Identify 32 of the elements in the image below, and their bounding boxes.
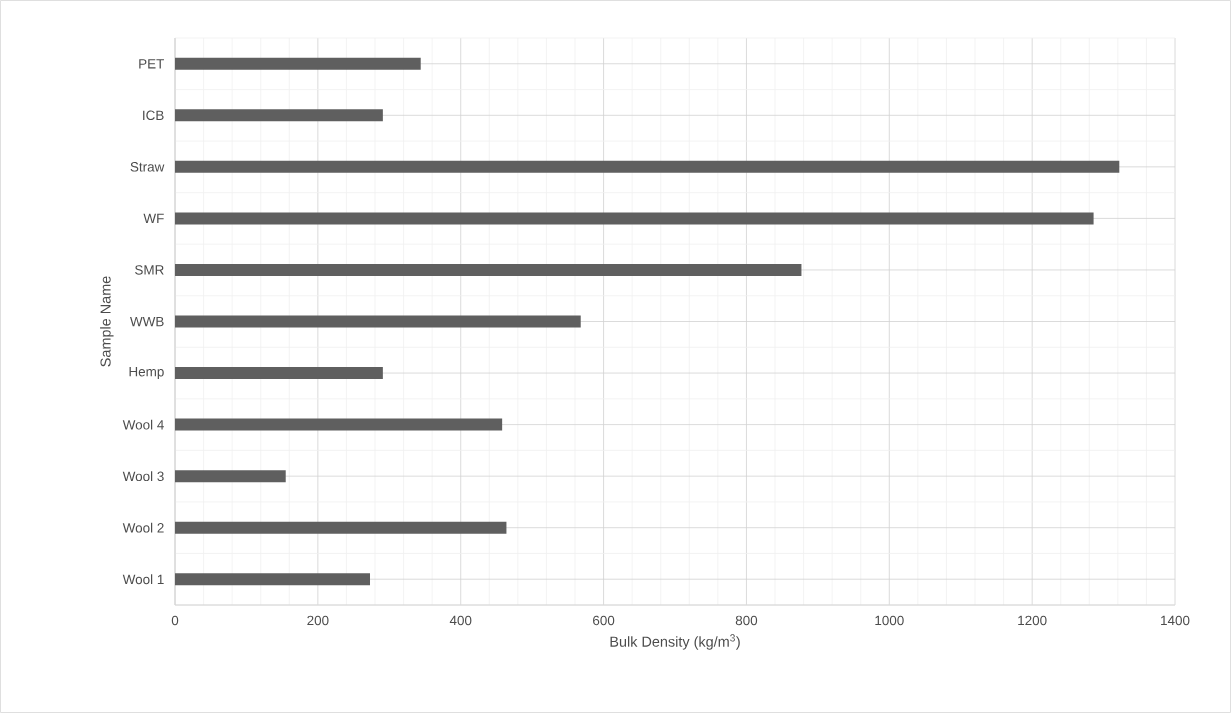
bar (175, 521, 507, 534)
x-tick-label: 200 (307, 615, 329, 626)
x-axis-title: Bulk Density (kg/m$^{3}$) (610, 634, 740, 650)
y-tick-label: SMR (135, 265, 164, 275)
bar (175, 263, 802, 276)
bar (175, 109, 383, 122)
y-tick-label: WF (143, 213, 164, 224)
bar (175, 212, 1094, 225)
y-tick-label: PET (139, 59, 165, 69)
bar (175, 418, 503, 431)
bar (175, 315, 581, 328)
y-tick-label: Wool 4 (122, 419, 164, 430)
bar (175, 367, 383, 380)
bar (175, 160, 1120, 173)
bar (175, 573, 370, 586)
x-tick-label: 1000 (875, 615, 904, 626)
y-tick-label: Wool 3 (122, 471, 164, 482)
x-tick-label: 1400 (1161, 615, 1190, 626)
y-tick-label: Hemp (129, 367, 164, 380)
x-tick-label: 800 (735, 615, 758, 626)
bar (175, 470, 286, 483)
x-tick-label: 400 (449, 615, 472, 626)
bar (175, 57, 421, 70)
y-tick-label: Wool 1 (122, 574, 164, 585)
x-tick-label: 0 (171, 615, 179, 626)
y-axis-title: Sample Name (100, 276, 114, 367)
y-tick-label: ICB (143, 110, 164, 121)
y-tick-label: Straw (130, 162, 165, 172)
y-tick-label: Wool 2 (122, 522, 164, 533)
x-tick-label: 600 (593, 615, 615, 626)
x-tick-label: 1200 (1018, 615, 1047, 626)
y-tick-label: WWB (130, 316, 164, 327)
